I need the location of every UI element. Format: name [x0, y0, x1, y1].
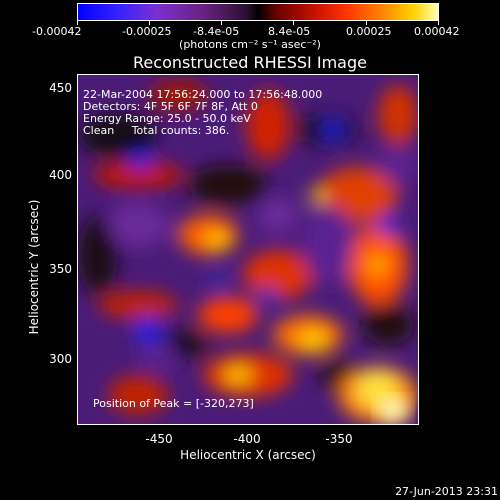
image-title: Reconstructed RHESSI Image — [133, 53, 367, 72]
colorbar-tick-label: 0.00042 — [414, 25, 460, 38]
colorbar — [77, 3, 439, 21]
colorbar-units: (photons cm⁻² s⁻¹ asec⁻²) — [179, 38, 321, 51]
colorbar-tick — [221, 21, 222, 25]
energy-range-annotation: Energy Range: 25.0 - 50.0 keV — [83, 112, 251, 125]
x-tick-label: -350 — [325, 432, 353, 446]
y-tick-label: 400 — [49, 168, 72, 182]
x-axis-label: Heliocentric X (arcsec) — [180, 448, 316, 462]
colorbar-tick — [293, 21, 294, 25]
colorbar-tick-label: 0.00025 — [346, 25, 392, 38]
x-tick-label: -400 — [233, 432, 261, 446]
colorbar-tick — [149, 21, 150, 25]
peak-position-annotation: Position of Peak = [-320,273] — [93, 397, 254, 410]
y-tick-label: 300 — [49, 352, 72, 366]
colorbar-tick — [438, 21, 439, 25]
colorbar-tick — [366, 21, 367, 25]
colorbar-tick-label: -0.00025 — [122, 25, 172, 38]
time-range-annotation: 22-Mar-2004 17:56:24.000 to 17:56:48.000 — [83, 88, 323, 101]
y-axis-label: Heliocentric Y (arcsec) — [27, 199, 41, 335]
x-tick-label: -450 — [145, 432, 173, 446]
clean-counts-annotation: Clean Total counts: 386. — [83, 124, 230, 137]
colorbar-tick-label: 8.4e-05 — [268, 25, 311, 38]
detectors-annotation: Detectors: 4F 5F 6F 7F 8F, Att 0 — [83, 100, 258, 113]
y-tick-label: 350 — [49, 262, 72, 276]
render-timestamp: 27-Jun-2013 23:31 — [395, 485, 498, 498]
rhessi-image: 22-Mar-2004 17:56:24.000 to 17:56:48.000… — [77, 74, 419, 425]
colorbar-tick — [77, 21, 78, 25]
colorbar-tick-label: -8.4e-05 — [193, 25, 240, 38]
colorbar-tick-label: -0.00042 — [32, 25, 82, 38]
y-tick-label: 450 — [49, 81, 72, 95]
intensity-map — [78, 75, 418, 424]
